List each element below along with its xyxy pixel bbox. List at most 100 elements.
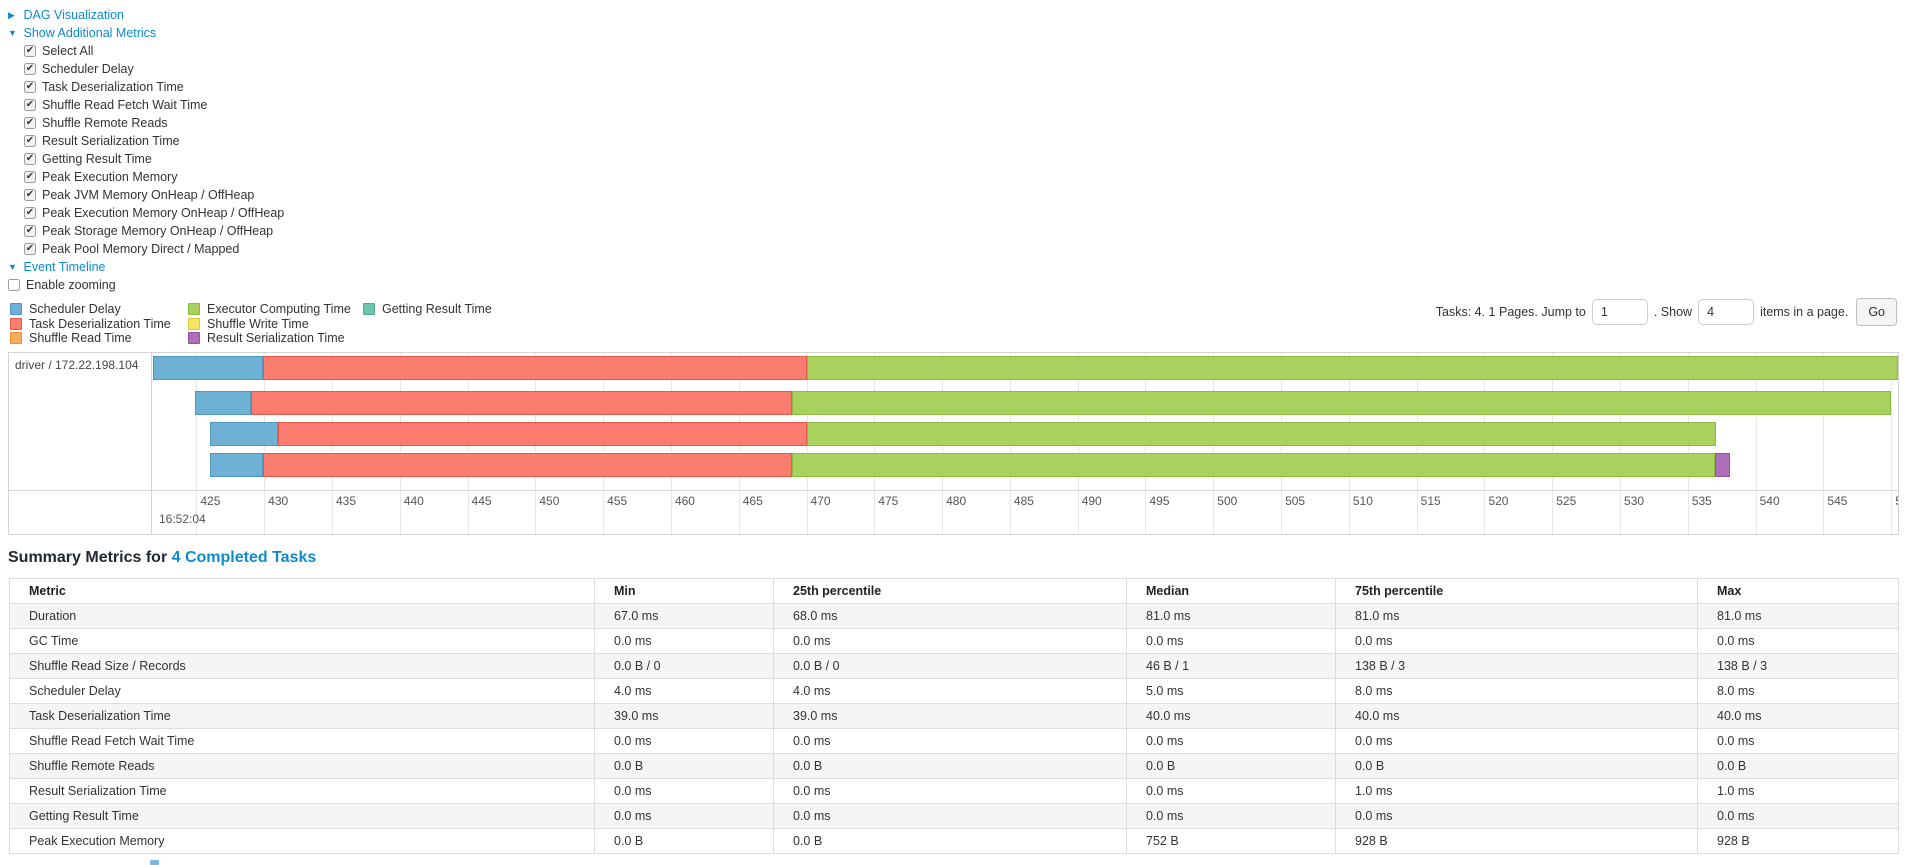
task-1-segment-scheduler_delay[interactable]: [195, 391, 251, 415]
metric-checkbox-label: Shuffle Read Fetch Wait Time: [42, 98, 208, 112]
metric-value-cell: 0.0 ms: [1126, 628, 1336, 654]
x-axis-tick-label: 485: [1013, 494, 1034, 508]
items-per-page-text: items in a page.: [1760, 305, 1849, 319]
x-axis-tick-label: 460: [674, 494, 695, 508]
timeline-legend-bar: Scheduler Delay Task Deserialization Time…: [10, 298, 1907, 348]
toggle-event-timeline[interactable]: ▼ Event Timeline: [8, 258, 1907, 276]
toggle-show-additional-metrics[interactable]: ▼ Show Additional Metrics: [8, 24, 1907, 42]
x-axis-tick-label: 465: [742, 494, 763, 508]
metric-value-cell: 39.0 ms: [773, 703, 1127, 729]
gridline: [1891, 353, 1893, 534]
table-row: Duration 67.0 ms 68.0 ms 81.0 ms 81.0 ms 81.0…: [9, 603, 1899, 629]
metric-checkbox[interactable]: ✔: [24, 207, 36, 219]
event-timeline-link[interactable]: Event Timeline: [23, 260, 106, 274]
metric-checkbox[interactable]: ✔: [24, 189, 36, 201]
metric-checkbox[interactable]: ✔: [24, 135, 36, 147]
metric-value-cell: 0.0 ms: [1335, 628, 1698, 654]
jump-to-page-input[interactable]: [1591, 299, 1648, 325]
metric-checkbox-row: ✔ Shuffle Remote Reads: [8, 114, 1907, 132]
scheduler_delay-swatch-icon: [10, 303, 22, 316]
metric-value-cell: 0.0 B: [594, 828, 774, 854]
metric-checkbox[interactable]: ✔: [24, 117, 36, 129]
x-axis-tick-label: 550: [1895, 494, 1898, 508]
metric-checkbox[interactable]: ✔: [24, 153, 36, 165]
metric-value-cell: 0.0 ms: [773, 803, 1127, 829]
metric-value-cell: 0.0 ms: [1697, 803, 1899, 829]
metric-value-cell: 0.0 B: [1697, 753, 1899, 779]
metric-value-cell: 928 B: [1697, 828, 1899, 854]
go-button[interactable]: Go: [1856, 298, 1897, 326]
executor-group-label: driver / 172.22.198.104: [15, 358, 139, 372]
metric-value-cell: 928 B: [1335, 828, 1698, 854]
summary-heading-prefix: Summary Metrics for: [8, 549, 168, 566]
metric-checkbox[interactable]: ✔: [24, 81, 36, 93]
toggle-dag-visualization[interactable]: ▶ DAG Visualization: [8, 6, 1907, 24]
show-label: . Show: [1653, 305, 1693, 319]
task-2-segment-scheduler_delay[interactable]: [209, 422, 278, 446]
legend-item-task_deserialization: Task Deserialization Time: [10, 317, 171, 332]
getting_result-swatch-icon: [363, 303, 375, 316]
legend-item-getting_result: Getting Result Time: [363, 302, 492, 317]
task-0-segment-executor_computing[interactable]: [806, 356, 1898, 380]
metric-value-cell: 39.0 ms: [594, 703, 774, 729]
metric-name-cell: Shuffle Remote Reads: [9, 753, 595, 779]
metric-checkbox[interactable]: ✔: [24, 45, 36, 57]
completed-tasks-link[interactable]: 4 Completed Tasks: [171, 549, 317, 566]
legend-label: Shuffle Write Time: [207, 316, 309, 331]
table-row: Task Deserialization Time 39.0 ms 39.0 ms 4…: [9, 703, 1899, 729]
metric-checkbox-row: ✔ Peak JVM Memory OnHeap / OffHeap: [8, 186, 1907, 204]
metric-value-cell: 0.0 ms: [773, 628, 1127, 654]
task-1-segment-executor_computing[interactable]: [791, 391, 1892, 415]
x-axis-tick-label: 475: [878, 494, 899, 508]
metric-value-cell: 46 B / 1: [1126, 653, 1336, 679]
task-2-segment-task_deserialization[interactable]: [277, 422, 807, 446]
metric-value-cell: 138 B / 3: [1697, 653, 1899, 679]
metric-checkbox[interactable]: ✔: [24, 99, 36, 111]
metric-name-cell: Shuffle Read Size / Records: [9, 653, 595, 679]
legend-item-executor_computing: Executor Computing Time: [188, 302, 351, 317]
gridline: [1755, 353, 1757, 534]
task-1-segment-task_deserialization[interactable]: [250, 391, 792, 415]
result_serialization-swatch-icon: [188, 332, 200, 345]
x-axis-tick-label: 495: [1149, 494, 1170, 508]
collapsed-arrow-icon: ▶: [8, 10, 15, 20]
dag-visualization-link[interactable]: DAG Visualization: [23, 8, 124, 22]
tasks-count-text: Tasks: 4. 1 Pages. Jump to: [1435, 305, 1586, 319]
metric-checkbox[interactable]: ✔: [24, 171, 36, 183]
metric-value-cell: 0.0 B / 0: [594, 653, 774, 679]
task-3-segment-task_deserialization[interactable]: [262, 453, 792, 477]
table-row: Shuffle Remote Reads 0.0 B 0.0 B 0.0 B 0.0 B…: [9, 753, 1899, 779]
metric-checkbox-row: ✔ Peak Execution Memory OnHeap / OffHeap: [8, 204, 1907, 222]
metric-name-cell: GC Time: [9, 628, 595, 654]
timeline-group-column: driver / 172.22.198.104: [9, 353, 152, 534]
x-axis-tick-label: 515: [1420, 494, 1441, 508]
items-per-page-input[interactable]: [1698, 299, 1755, 325]
x-axis-tick-label: 425: [200, 494, 221, 508]
metric-checkbox[interactable]: ✔: [24, 243, 36, 255]
task-3-segment-result_serialization[interactable]: [1714, 453, 1730, 477]
task-0-segment-task_deserialization[interactable]: [262, 356, 807, 380]
metric-name-cell: Scheduler Delay: [9, 678, 595, 704]
metric-checkbox-label: Shuffle Remote Reads: [42, 116, 168, 130]
metric-checkbox-row: ✔ Shuffle Read Fetch Wait Time: [8, 96, 1907, 114]
metric-value-cell: 81.0 ms: [1126, 603, 1336, 629]
show-additional-metrics-link[interactable]: Show Additional Metrics: [23, 26, 157, 40]
enable-zooming-checkbox[interactable]: [8, 279, 20, 291]
x-axis-tick-label: 530: [1624, 494, 1645, 508]
metric-checkbox[interactable]: ✔: [24, 63, 36, 75]
metric-value-cell: 0.0 ms: [1126, 803, 1336, 829]
metric-checkbox-row: ✔ Peak Storage Memory OnHeap / OffHeap: [8, 222, 1907, 240]
legend-item-scheduler_delay: Scheduler Delay: [10, 302, 171, 317]
metric-checkbox-row: ✔ Getting Result Time: [8, 150, 1907, 168]
metric-name-cell: Peak Execution Memory: [9, 828, 595, 854]
task-3-segment-scheduler_delay[interactable]: [209, 453, 263, 477]
metric-checkbox[interactable]: ✔: [24, 225, 36, 237]
metric-value-cell: 4.0 ms: [594, 678, 774, 704]
task-0-segment-scheduler_delay[interactable]: [153, 356, 263, 380]
gridline: [1823, 353, 1825, 534]
table-row: Scheduler Delay 4.0 ms 4.0 ms 5.0 ms 8.0 ms 8…: [9, 678, 1899, 704]
x-axis-tick-label: 540: [1759, 494, 1780, 508]
metric-value-cell: 5.0 ms: [1126, 678, 1336, 704]
task-2-segment-executor_computing[interactable]: [806, 422, 1717, 446]
task-3-segment-executor_computing[interactable]: [791, 453, 1715, 477]
